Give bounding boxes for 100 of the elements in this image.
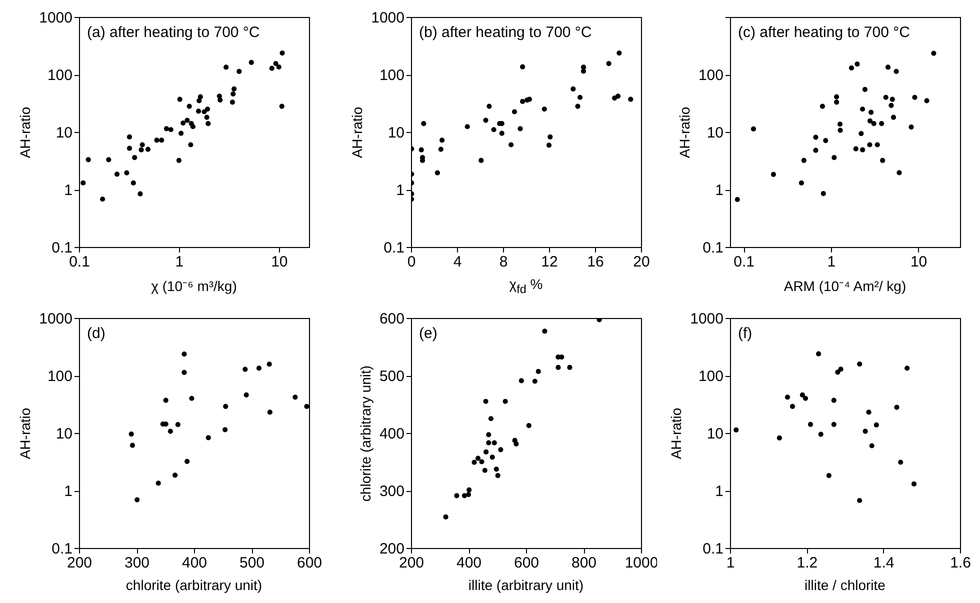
point <box>831 398 836 403</box>
point <box>156 480 161 486</box>
point <box>556 364 561 370</box>
x-tick-label: 1 <box>726 554 735 572</box>
x-tick-label: 20 <box>633 254 650 270</box>
x-tick-label: 1 <box>827 254 836 270</box>
point <box>495 473 500 478</box>
x-tick-label: 0 <box>407 254 416 270</box>
point <box>526 422 532 428</box>
point <box>462 493 468 498</box>
x-tick-label: 0.1 <box>734 254 754 270</box>
annotation: (f) <box>738 325 752 342</box>
y-tick-label: 1 <box>396 182 404 199</box>
point <box>816 351 822 356</box>
x-tick-label: 16 <box>587 254 604 270</box>
point <box>130 442 136 448</box>
point <box>898 460 904 465</box>
point <box>256 366 262 371</box>
point <box>475 456 481 461</box>
point <box>904 366 910 371</box>
y-tick-label: 1 <box>64 182 72 199</box>
y-tick-label: 200 <box>379 540 404 558</box>
y-tick-label: 10 <box>706 426 724 442</box>
y-axis-title: AH-ratio <box>676 106 692 158</box>
x-tick-label: 4 <box>453 254 462 270</box>
x-tick-label: 1 <box>175 254 184 270</box>
y-tick-label: 10 <box>706 124 724 142</box>
y-tick-label: 10 <box>56 426 72 442</box>
point <box>266 362 272 367</box>
point <box>490 454 495 460</box>
y-axis-title: AH-ratio <box>17 408 34 460</box>
point <box>292 394 298 400</box>
point <box>606 61 612 66</box>
annotation: (b) after heating to 700 °C <box>419 24 592 41</box>
point <box>790 404 796 409</box>
point <box>486 440 492 446</box>
annotation: (d) <box>87 325 106 342</box>
point <box>548 134 553 140</box>
point <box>520 64 526 70</box>
y-axis-title: AH-ratio <box>668 408 684 460</box>
point <box>172 472 178 478</box>
x-axis-title: illite (arbitrary unit) <box>467 577 585 593</box>
point <box>518 126 523 132</box>
point <box>802 396 808 401</box>
point <box>486 432 492 438</box>
point <box>734 427 739 432</box>
point <box>532 378 538 384</box>
point <box>482 468 488 473</box>
point <box>182 352 187 357</box>
annotation: (e) <box>419 325 438 342</box>
point <box>835 370 840 375</box>
x-axis-title: chlorite (arbitrary unit) <box>124 577 264 593</box>
x-tick-label: 400 <box>182 554 208 572</box>
point <box>438 146 444 152</box>
point <box>862 428 868 434</box>
point <box>472 460 477 465</box>
point <box>518 378 524 384</box>
point <box>440 138 445 143</box>
x-tick-label: 12 <box>541 254 558 270</box>
annotation: (c) after heating to 700 °C <box>738 24 910 41</box>
y-tick-label: 600 <box>379 310 404 328</box>
point <box>578 94 583 100</box>
point <box>168 428 173 434</box>
x-axis-title: ARM (10⁻⁴ Am²/ kg) <box>782 277 908 295</box>
point <box>542 328 548 334</box>
point <box>483 449 489 455</box>
point <box>163 398 168 403</box>
point <box>182 370 187 375</box>
y-tick-label: 400 <box>379 426 404 442</box>
point <box>536 368 541 374</box>
point <box>222 427 228 432</box>
point <box>128 431 134 437</box>
point <box>184 458 190 464</box>
point <box>567 364 572 370</box>
y-axis-title: chlorite (arbitrary unit) <box>357 365 374 502</box>
x-tick-label: 10 <box>910 254 928 270</box>
point <box>800 392 805 398</box>
point <box>542 106 547 112</box>
y-tick-label: 1 <box>715 182 724 199</box>
point <box>134 497 140 502</box>
y-tick-label: 1000 <box>39 10 72 26</box>
point <box>826 473 832 478</box>
y-tick-label: 0.1 <box>702 240 724 256</box>
point <box>488 416 494 422</box>
y-tick-label: 0.1 <box>52 540 72 558</box>
point <box>421 121 426 126</box>
point <box>570 86 576 92</box>
y-axis-title: AH-ratio <box>17 106 34 158</box>
point <box>894 404 900 410</box>
point <box>483 118 488 123</box>
point <box>520 98 526 104</box>
point <box>206 435 211 440</box>
point <box>223 404 228 409</box>
point <box>831 422 836 427</box>
x-tick-label: 8 <box>499 254 508 270</box>
point <box>616 50 622 56</box>
y-tick-label: 100 <box>698 368 724 385</box>
y-tick-label: 1 <box>64 483 72 500</box>
point <box>508 142 514 148</box>
point <box>559 354 564 360</box>
